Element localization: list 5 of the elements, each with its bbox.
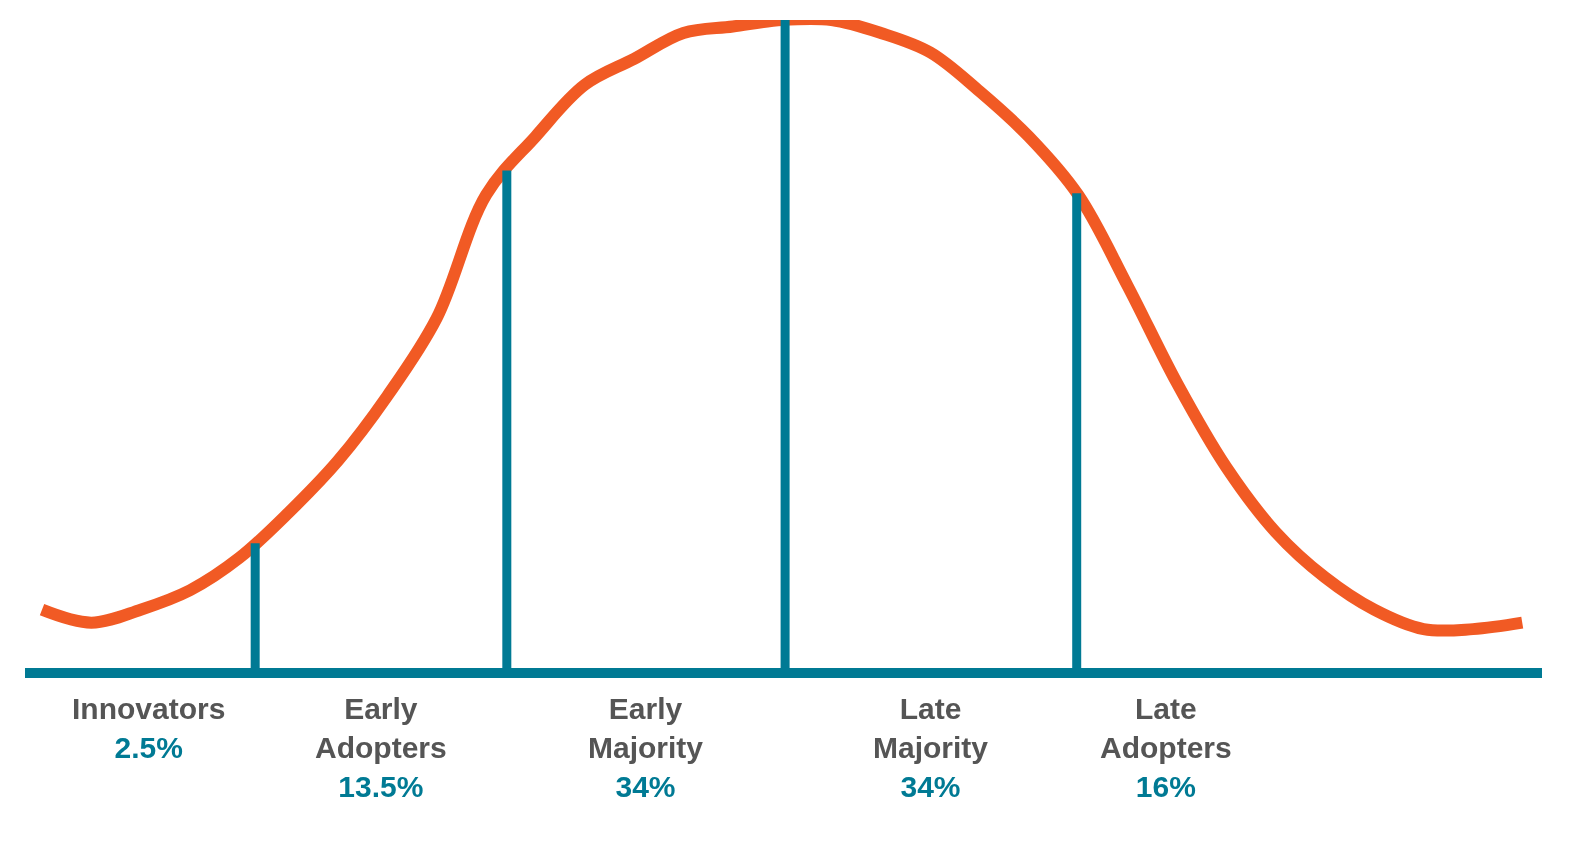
text: Early Adopters 13.5% (315, 692, 447, 803)
text: Early Majority 34% (588, 692, 704, 803)
text: Late Majority 34% (873, 692, 989, 803)
text: Late Adopters 16% (1100, 692, 1232, 803)
text: Innovators 2.5% (72, 692, 226, 764)
